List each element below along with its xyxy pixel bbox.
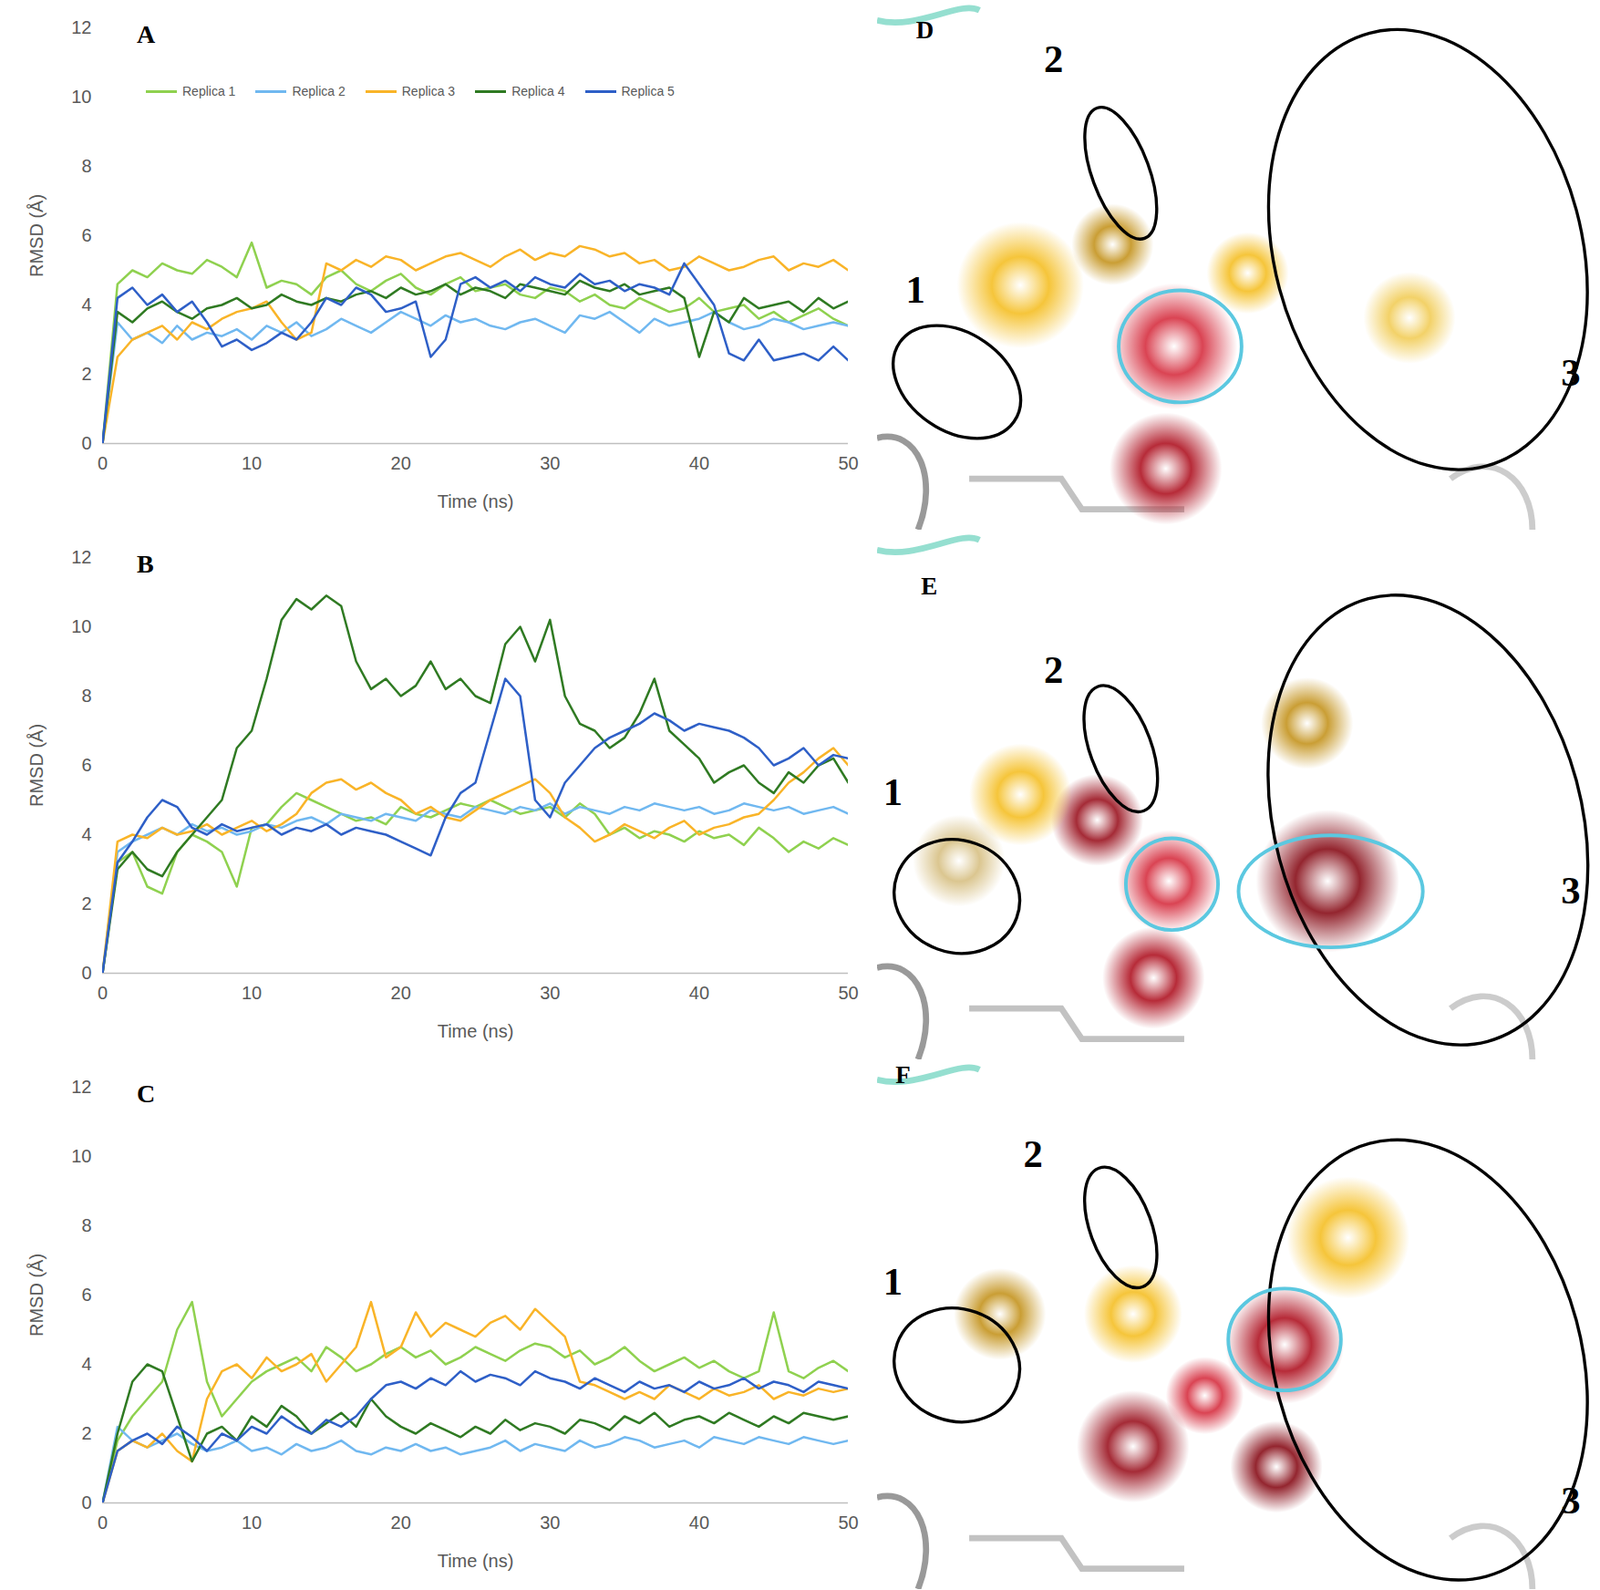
svg-text:0: 0 <box>81 962 92 983</box>
svg-text:1: 1 <box>905 268 925 311</box>
html-text:A: A <box>136 20 156 49</box>
svg-text:3: 3 <box>1560 868 1580 912</box>
svg-text:8: 8 <box>81 155 92 176</box>
svg-text:40: 40 <box>689 982 710 1003</box>
svg-text:F: F <box>895 1061 910 1089</box>
svg-text:2: 2 <box>1043 37 1064 81</box>
svg-text:30: 30 <box>539 453 560 474</box>
html-text:B: B <box>136 549 154 579</box>
svg-text:20: 20 <box>391 982 412 1003</box>
svg-text:2: 2 <box>1023 1132 1043 1176</box>
svg-text:6: 6 <box>81 225 92 246</box>
svg-text:10: 10 <box>241 1512 262 1533</box>
svg-text:12: 12 <box>71 547 92 568</box>
svg-text:20: 20 <box>391 1512 412 1533</box>
svg-text:Time (ns): Time (ns) <box>437 1550 515 1571</box>
svg-text:8: 8 <box>81 685 92 706</box>
svg-text:10: 10 <box>71 1145 92 1167</box>
svg-text:12: 12 <box>71 1076 92 1097</box>
html-text:Replica 3: Replica 3 <box>401 83 456 99</box>
svg-text:6: 6 <box>81 754 92 775</box>
svg-text:12: 12 <box>71 17 92 38</box>
html-text:Replica 5: Replica 5 <box>621 83 675 99</box>
svg-text:0: 0 <box>97 1512 108 1533</box>
svg-text:40: 40 <box>689 453 710 474</box>
svg-text:2: 2 <box>81 1423 92 1444</box>
svg-text:D: D <box>916 16 934 44</box>
svg-text:4: 4 <box>81 824 92 845</box>
svg-text:10: 10 <box>241 453 262 474</box>
svg-text:40: 40 <box>689 1512 710 1533</box>
svg-text:RMSD (Å): RMSD (Å) <box>26 1253 47 1337</box>
svg-text:30: 30 <box>539 1512 560 1533</box>
svg-text:0: 0 <box>81 433 92 454</box>
svg-text:50: 50 <box>837 1512 858 1533</box>
svg-text:8: 8 <box>81 1215 92 1236</box>
svg-text:6: 6 <box>81 1284 92 1305</box>
svg-text:1: 1 <box>883 1259 903 1303</box>
html-text:Replica 2: Replica 2 <box>292 83 346 99</box>
svg-text:Time (ns): Time (ns) <box>437 491 515 512</box>
svg-text:50: 50 <box>837 982 858 1003</box>
svg-text:RMSD (Å): RMSD (Å) <box>26 194 47 278</box>
svg-text:E: E <box>920 572 938 600</box>
svg-text:3: 3 <box>1560 350 1580 394</box>
svg-text:50: 50 <box>837 453 858 474</box>
svg-text:2: 2 <box>81 893 92 914</box>
svg-text:1: 1 <box>883 771 903 815</box>
html-text:Replica 1: Replica 1 <box>182 83 236 99</box>
svg-text:RMSD (Å): RMSD (Å) <box>26 723 47 807</box>
svg-text:4: 4 <box>81 294 92 315</box>
svg-text:4: 4 <box>81 1353 92 1374</box>
svg-text:10: 10 <box>71 616 92 637</box>
svg-text:10: 10 <box>71 86 92 107</box>
svg-text:3: 3 <box>1560 1478 1580 1522</box>
svg-text:0: 0 <box>81 1492 92 1513</box>
svg-text:2: 2 <box>1043 648 1064 692</box>
html-text:C: C <box>136 1079 156 1108</box>
svg-text:20: 20 <box>391 453 412 474</box>
svg-text:10: 10 <box>241 982 262 1003</box>
svg-text:Time (ns): Time (ns) <box>437 1021 515 1042</box>
svg-text:0: 0 <box>97 982 108 1003</box>
svg-text:0: 0 <box>97 453 108 474</box>
html-text:Replica 4: Replica 4 <box>511 83 565 99</box>
svg-text:2: 2 <box>81 363 92 384</box>
svg-text:30: 30 <box>539 982 560 1003</box>
